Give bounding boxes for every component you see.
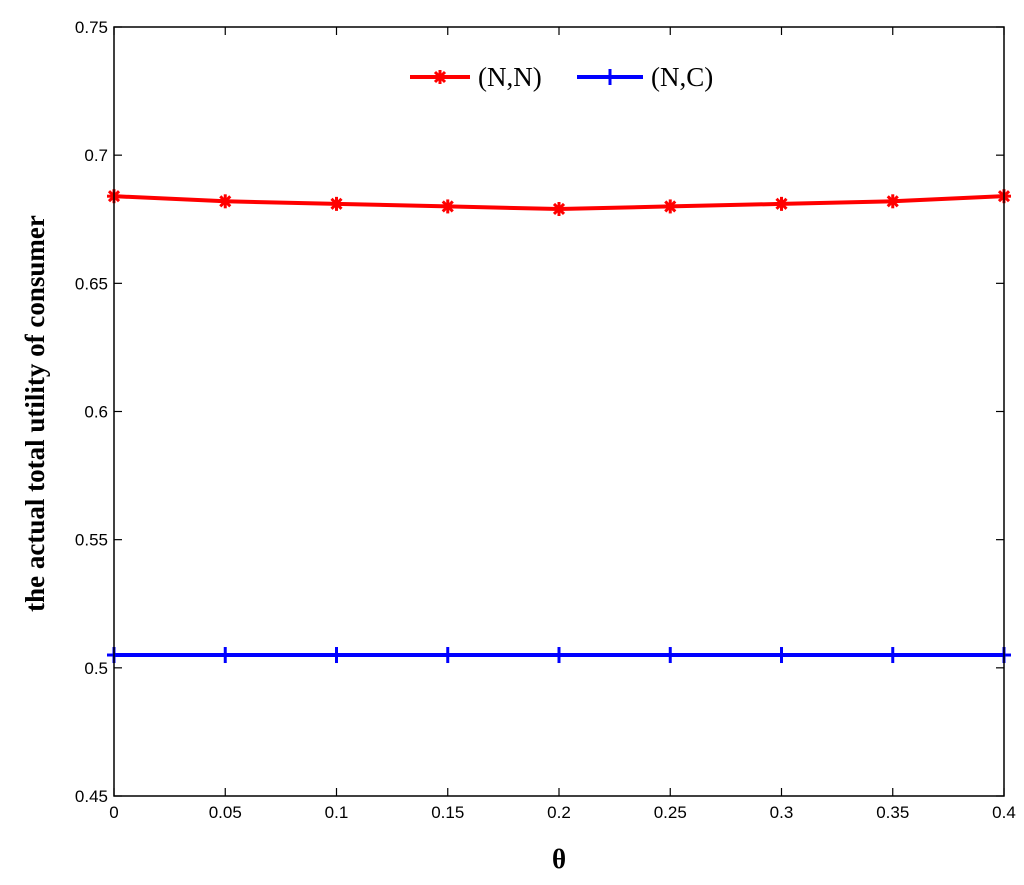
plot-background (114, 27, 1004, 796)
plot-frame (113, 26, 1005, 797)
data-point (218, 194, 233, 209)
y-axis-title: the actual total utility of consumer (20, 215, 50, 612)
legend-label: (N,C) (651, 62, 713, 92)
x-tick-label: 0.15 (431, 803, 464, 822)
data-point (663, 647, 678, 664)
y-tick-label: 0.65 (75, 274, 108, 293)
x-tick-label: 0.4 (992, 803, 1016, 822)
data-point (774, 196, 789, 211)
y-tick-label: 0.75 (75, 18, 108, 37)
data-point (440, 647, 455, 664)
axis-ticks: 0 0.05 0.1 0.15 0.2 0.25 0.3 0.35 0.4 0.45 0.5 0.55… (75, 18, 1016, 822)
y-tick-label: 0.6 (84, 403, 108, 422)
legend-item: (N,N) (410, 62, 542, 92)
data-point (774, 647, 789, 664)
legend-marker (433, 70, 447, 84)
data-point (218, 647, 233, 664)
data-point (885, 194, 900, 209)
data-point (663, 199, 678, 214)
x-tick-label: 0.1 (325, 803, 349, 822)
data-point (552, 647, 566, 664)
y-tick-label: 0.45 (75, 787, 108, 806)
y-tick-label: 0.55 (75, 531, 108, 550)
legend-item: (N,C) (577, 62, 713, 92)
y-tick-label: 0.7 (84, 146, 108, 165)
x-tick-label: 0.3 (770, 803, 794, 822)
data-point (885, 647, 900, 664)
data-point (329, 647, 344, 664)
data-point (329, 196, 344, 211)
series-1 (107, 647, 1011, 664)
y-tick-label: 0.5 (84, 659, 108, 678)
legend: (N,N) (N,C) (410, 62, 713, 92)
plot-area (114, 27, 1004, 796)
data-point (440, 199, 455, 214)
legend-marker (603, 69, 617, 85)
x-axis-title: θ (552, 844, 566, 874)
legend-label: (N,N) (478, 62, 542, 92)
x-tick-label: 0.25 (654, 803, 687, 822)
data-point (552, 201, 566, 216)
x-tick-label: 0.35 (876, 803, 909, 822)
x-tick-label: 0.2 (547, 803, 571, 822)
x-tick-label: 0 (109, 803, 118, 822)
x-tick-label: 0.05 (209, 803, 242, 822)
